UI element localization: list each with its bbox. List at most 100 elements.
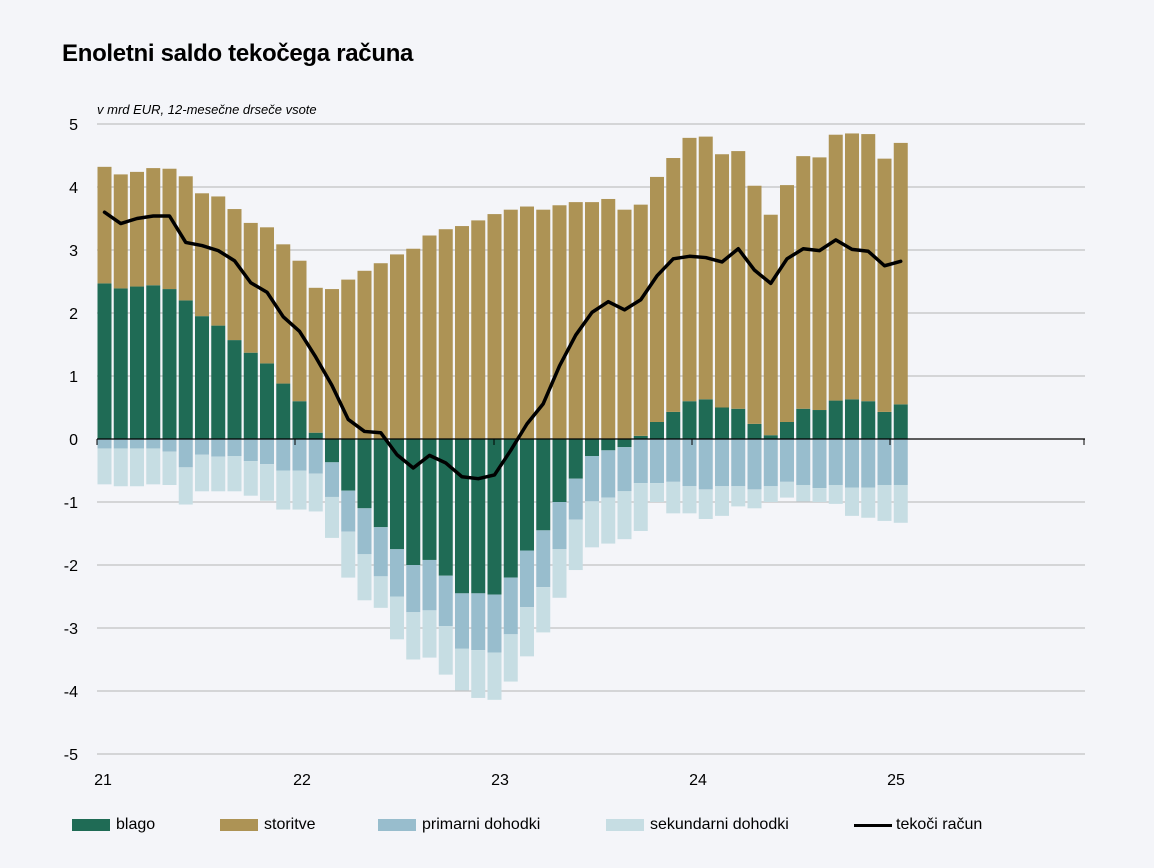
bar-sekundarni <box>763 486 778 502</box>
bar-storitve <box>503 209 518 439</box>
bar-blago <box>487 439 502 595</box>
bar-storitve <box>146 168 161 286</box>
bar-sekundarni <box>520 607 534 657</box>
bar-storitve <box>325 289 339 439</box>
bar-storitve <box>130 171 144 287</box>
bar-sekundarni <box>552 549 567 598</box>
bar-sekundarni <box>390 596 404 640</box>
bar-primarni <box>763 439 778 487</box>
legend-item-line: tekoči račun <box>854 816 982 834</box>
bar-primarni <box>260 439 274 465</box>
bar-storitve <box>763 214 778 436</box>
bar-storitve <box>552 205 567 439</box>
bar-primarni <box>617 447 632 492</box>
bar-storitve <box>877 158 892 412</box>
bar-blago <box>455 439 469 594</box>
bar-blago <box>373 439 388 528</box>
bar-storitve <box>893 142 908 405</box>
bar-sekundarni <box>113 448 128 487</box>
bar-sekundarni <box>341 531 356 578</box>
bar-sekundarni <box>828 484 843 504</box>
bar-sekundarni <box>812 488 827 502</box>
bar-primarni <box>146 439 161 449</box>
bar-primarni <box>585 456 599 502</box>
bar-blago <box>341 439 356 491</box>
bar-blago <box>682 401 697 439</box>
legend-label-storitve: storitve <box>264 816 316 833</box>
y-tick-label: 3 <box>69 243 78 260</box>
bar-sekundarni <box>162 451 177 485</box>
bar-sekundarni <box>893 484 908 523</box>
legend-label-sekundarni: sekundarni dohodki <box>650 816 789 833</box>
bar-blago <box>747 423 762 439</box>
bar-blago <box>845 399 859 439</box>
legend-label-blago: blago <box>116 816 156 833</box>
y-tick-label: -1 <box>64 495 78 512</box>
bar-storitve <box>211 196 226 326</box>
bar-primarni <box>390 549 404 597</box>
bar-primarni <box>780 439 794 482</box>
legend-item-blago: blago <box>72 816 155 834</box>
bar-sekundarni <box>455 648 469 691</box>
line-series-tekoci-racun <box>102 210 903 481</box>
bar-blago <box>861 401 876 439</box>
bar-storitve <box>373 263 388 439</box>
bar-blago <box>520 439 534 551</box>
line-tekoci-racun <box>102 210 903 481</box>
bar-primarni <box>650 439 664 484</box>
legend-swatch-primarni <box>378 819 416 831</box>
bar-blago <box>211 325 226 439</box>
bar-primarni <box>845 439 859 488</box>
bar-storitve <box>698 136 713 400</box>
x-tick-label: 21 <box>94 772 112 789</box>
bar-sekundarni <box>747 489 762 509</box>
bar-blago <box>97 283 112 439</box>
bar-sekundarni <box>195 454 209 492</box>
legend-swatch-sekundarni <box>606 819 644 831</box>
bar-primarni <box>341 490 356 532</box>
bar-blago <box>796 408 811 439</box>
x-axis-ticks: 21 22 23 24 25 <box>94 772 905 789</box>
bar-storitve <box>601 198 616 439</box>
bar-sekundarni <box>406 612 421 660</box>
bar-blago <box>308 432 323 439</box>
bar-sekundarni <box>877 484 892 521</box>
bar-sekundarni <box>487 652 502 700</box>
bar-blago <box>698 399 713 439</box>
x-axis-zero-line <box>96 438 1085 445</box>
bar-primarni <box>601 450 616 498</box>
bar-blago <box>292 401 307 439</box>
bar-storitve <box>113 174 128 289</box>
bar-storitve <box>341 279 356 439</box>
bar-storitve <box>422 235 437 439</box>
bar-sekundarni <box>260 464 274 501</box>
chart-subtitle: v mrd EUR, 12-mesečne drseče vsote <box>97 102 317 117</box>
bar-sekundarni <box>601 497 616 544</box>
bar-sekundarni <box>227 456 242 492</box>
bar-storitve <box>406 248 421 439</box>
bar-primarni <box>292 439 307 471</box>
bar-sekundarni <box>276 470 291 510</box>
bar-primarni <box>698 439 713 490</box>
bar-blago <box>828 400 843 439</box>
bar-sekundarni <box>845 487 859 516</box>
bar-blago <box>357 439 372 509</box>
chart-title: Enoletni saldo tekočega računa <box>62 40 414 67</box>
bar-storitve <box>633 204 648 436</box>
bar-blago <box>893 404 908 439</box>
bar-storitve <box>845 133 859 400</box>
bar-blago <box>260 363 274 439</box>
bar-sekundarni <box>178 467 193 505</box>
bar-sekundarni <box>650 483 664 502</box>
bar-primarni <box>162 439 177 452</box>
bar-sekundarni <box>715 486 729 516</box>
y-tick-label: 5 <box>69 117 78 134</box>
bar-blago <box>650 421 664 439</box>
bar-sekundarni <box>422 610 437 658</box>
bar-storitve <box>471 220 486 439</box>
bar-blago <box>227 340 242 439</box>
bar-sekundarni <box>536 587 551 633</box>
bar-sekundarni <box>97 448 112 485</box>
bar-blago <box>633 435 648 439</box>
